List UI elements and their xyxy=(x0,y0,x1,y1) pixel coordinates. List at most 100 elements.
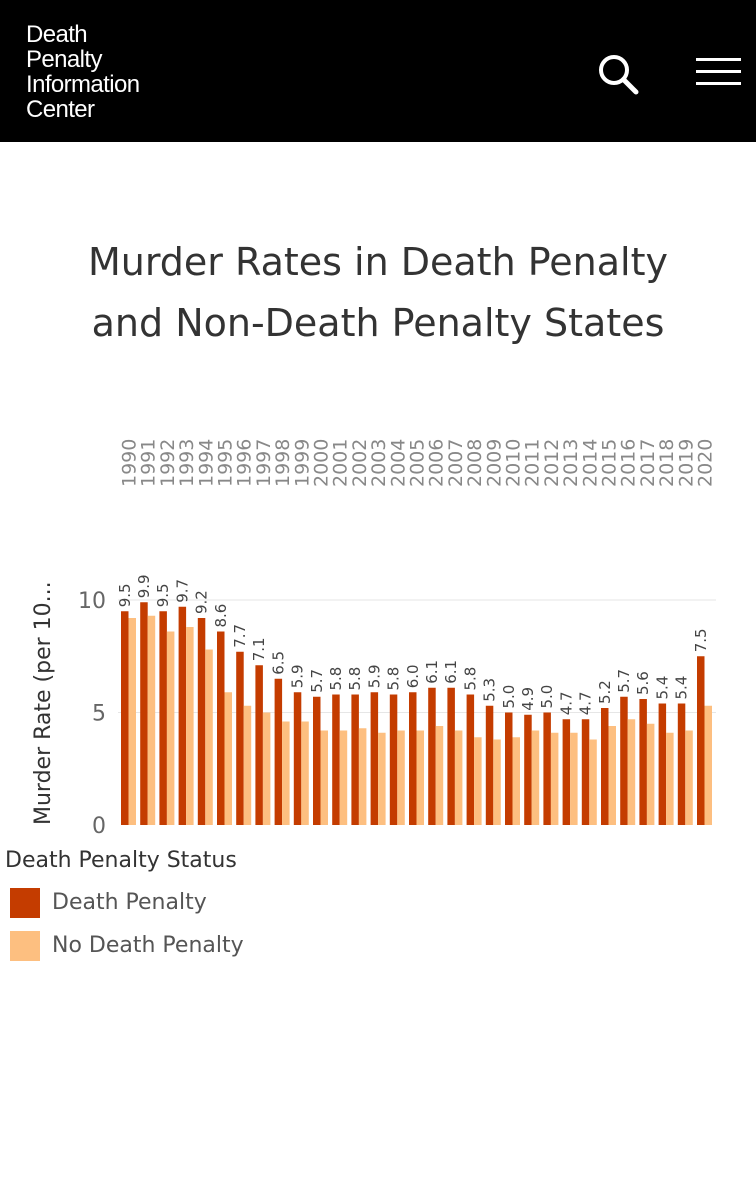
bar-death-penalty xyxy=(293,692,302,825)
x-tick-label: 2007 xyxy=(445,439,467,487)
chart-legend: Death Penalty Status Death Penalty No De… xyxy=(5,848,244,967)
bar-no-death-penalty xyxy=(262,712,271,825)
x-tick-label: 2004 xyxy=(387,439,409,487)
bar-no-death-penalty xyxy=(531,730,540,825)
bar-death-penalty xyxy=(255,665,263,825)
data-label: 4.9 xyxy=(519,687,537,711)
data-label: 6.1 xyxy=(423,660,441,684)
chart-title: Murder Rates in Death Penalty and Non-De… xyxy=(0,232,756,354)
hamburger-menu-icon[interactable] xyxy=(696,58,742,90)
x-tick-label: 1999 xyxy=(291,439,313,487)
x-tick-label: 1992 xyxy=(157,439,179,487)
data-label: 5.2 xyxy=(596,680,614,704)
bar-death-penalty xyxy=(562,719,571,825)
x-tick-label: 2003 xyxy=(368,439,390,487)
legend-swatch xyxy=(10,930,40,961)
bar-no-death-penalty xyxy=(282,721,290,825)
bar-death-penalty xyxy=(620,696,628,825)
data-label: 5.8 xyxy=(327,667,345,691)
data-label: 5.8 xyxy=(346,667,364,691)
x-tick-label: 2001 xyxy=(330,439,352,487)
data-label: 7.7 xyxy=(231,624,249,648)
bar-death-penalty xyxy=(197,618,206,825)
bar-death-penalty xyxy=(601,708,609,825)
bar-death-penalty xyxy=(370,692,379,825)
bar-no-death-penalty xyxy=(570,732,578,825)
bar-no-death-penalty xyxy=(646,723,655,825)
bar-death-penalty xyxy=(581,719,590,825)
bar-no-death-penalty xyxy=(320,730,328,825)
bar-no-death-penalty xyxy=(128,618,136,825)
x-tick-label: 2011 xyxy=(522,439,544,487)
bar-death-penalty xyxy=(466,694,475,825)
bar-no-death-penalty xyxy=(397,730,405,825)
x-tick-label: 2019 xyxy=(675,439,697,487)
logo-line: Penalty xyxy=(26,46,102,73)
data-label: 5.0 xyxy=(538,685,556,709)
data-label: 5.8 xyxy=(461,667,479,691)
x-tick-label: 2010 xyxy=(503,439,525,487)
data-label: 6.1 xyxy=(442,660,460,684)
bar-death-penalty xyxy=(697,656,705,825)
bar-no-death-penalty xyxy=(301,721,309,825)
x-tick-label: 2020 xyxy=(695,439,717,487)
search-icon xyxy=(599,55,639,95)
bar-no-death-penalty xyxy=(147,615,156,825)
x-tick-label: 1996 xyxy=(234,439,256,487)
x-tick-label: 1995 xyxy=(215,439,237,487)
x-tick-label: 2016 xyxy=(618,439,640,487)
bar-no-death-penalty xyxy=(685,730,693,825)
bar-death-penalty xyxy=(332,694,340,825)
bar-death-penalty xyxy=(639,699,647,825)
bar-no-death-penalty xyxy=(435,726,444,825)
site-logo[interactable]: Death Penalty Information Center xyxy=(26,22,140,122)
data-label: 6.5 xyxy=(269,651,287,675)
bar-death-penalty xyxy=(428,687,436,825)
x-tick-label: 2015 xyxy=(599,439,621,487)
bar-death-penalty xyxy=(389,694,398,825)
bar-no-death-penalty xyxy=(627,719,636,825)
data-label: 9.9 xyxy=(135,574,153,598)
bar-death-penalty xyxy=(313,696,321,825)
bar-no-death-penalty xyxy=(224,692,232,825)
y-tick-label: 5 xyxy=(92,702,106,727)
data-label: 5.9 xyxy=(289,664,307,688)
bar-death-penalty xyxy=(677,703,686,825)
bar-no-death-penalty xyxy=(474,737,482,825)
legend-item-no-death-penalty[interactable]: No Death Penalty xyxy=(5,924,244,967)
x-tick-label: 2017 xyxy=(637,439,659,487)
legend-item-death-penalty[interactable]: Death Penalty xyxy=(5,881,244,924)
data-label: 9.5 xyxy=(116,583,134,607)
data-label: 6.0 xyxy=(404,664,422,688)
chart-title-line: Murder Rates in Death Penalty xyxy=(87,240,668,284)
x-tick-label: 1991 xyxy=(138,439,160,487)
x-tick-label: 1998 xyxy=(272,439,294,487)
x-tick-label: 2009 xyxy=(483,439,505,487)
x-tick-label: 2013 xyxy=(560,439,582,487)
bar-death-penalty xyxy=(447,687,455,825)
x-tick-label: 2014 xyxy=(579,439,601,487)
x-tick-label: 2008 xyxy=(464,439,486,487)
data-label: 7.1 xyxy=(250,637,268,661)
bar-no-death-penalty xyxy=(454,730,463,825)
bar-death-penalty xyxy=(543,712,551,825)
x-tick-label: 2002 xyxy=(349,439,371,487)
data-label: 7.5 xyxy=(692,628,710,652)
x-tick-label: 2005 xyxy=(407,439,429,487)
bar-no-death-penalty xyxy=(666,732,674,825)
legend-label: Death Penalty xyxy=(52,890,207,915)
data-label: 5.9 xyxy=(365,664,383,688)
data-label: 5.8 xyxy=(385,667,403,691)
bar-death-penalty xyxy=(121,611,129,825)
data-label: 9.2 xyxy=(193,590,211,614)
bar-no-death-penalty xyxy=(416,730,424,825)
bar-no-death-penalty xyxy=(512,737,520,825)
bar-no-death-penalty xyxy=(378,732,386,825)
chart-title-line: and Non-Death Penalty States xyxy=(91,301,665,345)
data-label: 8.6 xyxy=(212,604,230,628)
bar-no-death-penalty xyxy=(608,726,616,825)
data-label: 5.4 xyxy=(653,676,671,700)
data-label: 9.7 xyxy=(173,579,191,603)
search-button[interactable] xyxy=(596,52,642,98)
